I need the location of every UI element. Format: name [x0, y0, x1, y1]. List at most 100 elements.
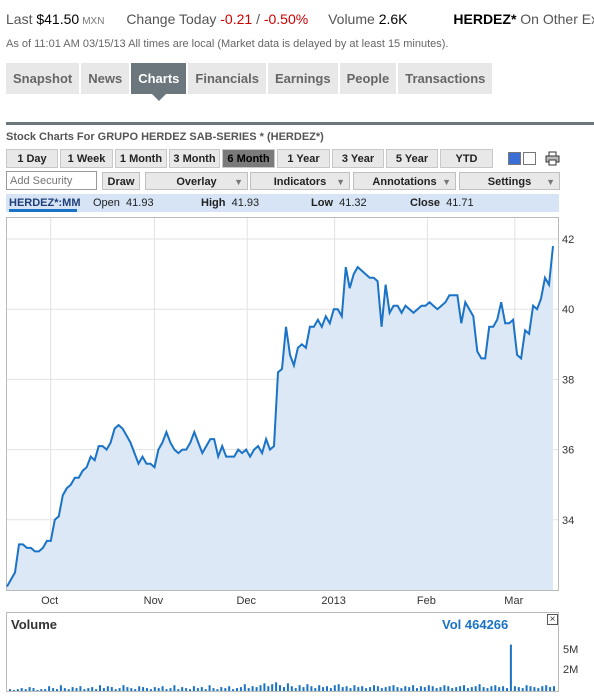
high-value: 41.93: [231, 197, 260, 209]
volume-bar: [517, 687, 520, 691]
print-icon[interactable]: [545, 151, 560, 166]
volume-bar: [138, 686, 141, 691]
volume-bar: [423, 687, 426, 691]
draw-button[interactable]: Draw: [102, 172, 140, 190]
add-security-input[interactable]: [6, 171, 97, 190]
volume-bar: [490, 686, 493, 691]
volume-bar: [102, 688, 105, 691]
volume-bar: [549, 687, 552, 691]
range-6-month-button[interactable]: 6 Month: [222, 149, 275, 168]
price-chart[interactable]: 34 36 38 40 42: [6, 217, 574, 591]
range-1-year-button[interactable]: 1 Year: [277, 149, 330, 168]
volume-bar: [247, 688, 250, 691]
volume-tick-2m: 2M: [563, 664, 579, 676]
low-label: Low: [311, 197, 333, 209]
volume-bar: [279, 685, 281, 691]
tab-financials[interactable]: Financials: [188, 63, 266, 94]
range-5-year-button[interactable]: 5 Year: [386, 149, 438, 168]
price-chart-svg: 34 36 38 40 42: [6, 218, 574, 590]
volume-bar: [509, 644, 512, 691]
volume-bar: [419, 686, 422, 691]
volume-bar: [408, 687, 411, 691]
volume-bar: [361, 686, 364, 691]
change-percent: -0.50%: [263, 11, 309, 27]
volume-chart-svg: [9, 644, 555, 691]
change-value: -0.21: [220, 11, 253, 27]
volume-bar: [9, 689, 11, 691]
range-ytd-button[interactable]: YTD: [440, 149, 493, 168]
x-tick-label: 2013: [321, 595, 345, 607]
range-1-day-button[interactable]: 1 Day: [6, 149, 58, 168]
volume-bar: [20, 688, 23, 691]
x-tick-label: Feb: [417, 595, 436, 607]
volume-bar: [404, 686, 407, 691]
volume-value: 2.6K: [378, 11, 408, 27]
volume-bar: [337, 684, 340, 691]
volume-bar: [294, 688, 297, 691]
volume-bar: [99, 685, 101, 691]
tab-snapshot[interactable]: Snapshot: [6, 63, 80, 94]
low-value: 41.32: [339, 197, 367, 209]
series-color-line: [9, 209, 77, 212]
volume-bar: [32, 688, 35, 691]
chart-symbol[interactable]: HERDEZ*:MM: [9, 197, 81, 209]
close-icon[interactable]: ×: [547, 614, 558, 625]
volume-bar: [463, 685, 465, 691]
tab-people[interactable]: People: [339, 63, 397, 94]
white-swatch-icon[interactable]: [523, 152, 536, 165]
volume-bar: [24, 689, 27, 691]
section-tabs: Snapshot News Charts Financials Earnings…: [6, 63, 494, 101]
tab-charts[interactable]: Charts: [131, 63, 187, 101]
open-label: Open: [93, 197, 120, 209]
price-line: [6, 245, 554, 587]
volume-bar: [431, 686, 434, 691]
volume-bar: [322, 687, 325, 691]
vol-label: Vol: [442, 617, 462, 632]
volume-bar: [498, 687, 501, 691]
high-label: High: [201, 197, 226, 209]
dropdown-arrow-icon: ▼: [336, 177, 345, 187]
range-1-week-button[interactable]: 1 Week: [60, 149, 113, 168]
as-of-note: As of 11:01 AM 03/15/13 All times are lo…: [6, 38, 449, 50]
volume-bar: [185, 688, 188, 691]
blue-swatch-icon[interactable]: [508, 152, 521, 165]
y-tick-label: 34: [562, 515, 574, 527]
volume-bar: [357, 687, 360, 691]
volume-bar: [196, 688, 199, 691]
volume-bar: [333, 685, 336, 691]
section-divider: [6, 122, 594, 125]
settings-label: Settings: [487, 176, 532, 188]
volume-bar: [388, 686, 391, 691]
volume-bar: [506, 688, 508, 691]
tab-earnings[interactable]: Earnings: [267, 63, 338, 94]
x-tick-label: Mar: [504, 595, 523, 607]
volume-bar: [239, 687, 242, 691]
volume-bar: [232, 689, 235, 691]
volume-bar: [114, 689, 117, 691]
volume-bar: [412, 685, 415, 691]
settings-dropdown[interactable]: Settings ▼: [459, 172, 560, 190]
overlay-dropdown[interactable]: Overlay ▼: [145, 172, 248, 190]
volume-bar: [521, 688, 524, 691]
volume-bar: [396, 687, 399, 691]
range-1-month-button[interactable]: 1 Month: [115, 149, 167, 168]
range-3-month-button[interactable]: 3 Month: [169, 149, 220, 168]
volume-tick-5m: 5M: [563, 644, 579, 656]
volume-bar: [537, 688, 540, 691]
annotations-label: Annotations: [372, 176, 437, 188]
volume-bar: [259, 685, 262, 691]
volume-bar: [220, 687, 223, 691]
y-tick-label: 42: [562, 234, 574, 246]
indicators-dropdown[interactable]: Indicators ▼: [250, 172, 350, 190]
indicators-label: Indicators: [273, 176, 327, 188]
tab-transactions[interactable]: Transactions: [398, 63, 493, 94]
annotations-dropdown[interactable]: Annotations ▼: [353, 172, 456, 190]
volume-bar: [71, 687, 74, 691]
quote-header: Last $41.50 MXN Change Today -0.21 / -0.5…: [6, 11, 594, 31]
volume-bar: [177, 689, 180, 691]
volume-bar: [392, 685, 395, 691]
x-axis: Oct Nov Dec 2013 Feb Mar: [41, 595, 523, 607]
volume-bar: [545, 685, 548, 691]
tab-news[interactable]: News: [81, 63, 130, 94]
range-3-year-button[interactable]: 3 Year: [332, 149, 384, 168]
